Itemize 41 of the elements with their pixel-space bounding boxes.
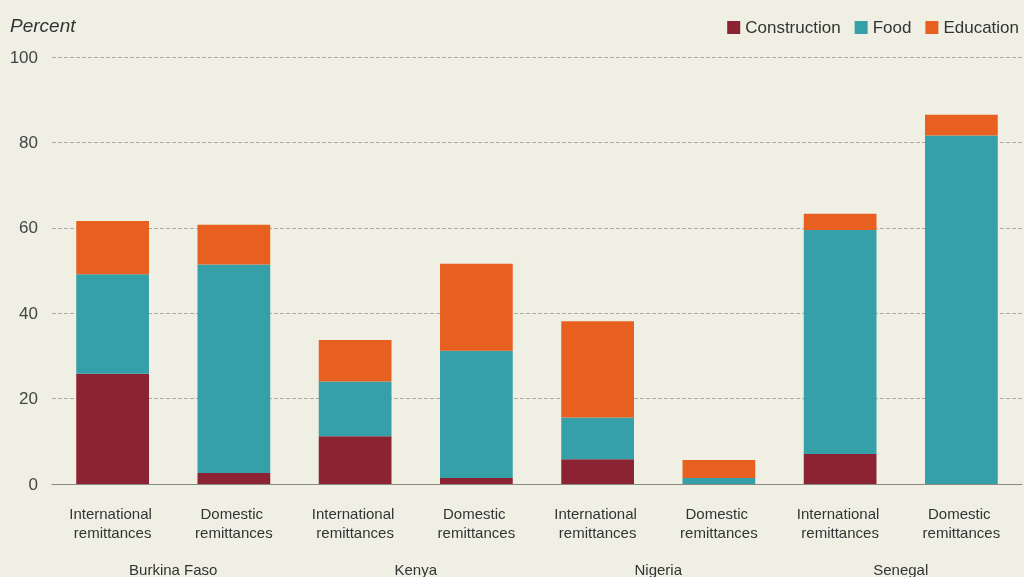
legend-label: Construction xyxy=(745,18,841,37)
bar xyxy=(561,459,634,484)
bar xyxy=(76,274,149,374)
bar xyxy=(561,417,634,460)
x-tick-label: Domestic remittances xyxy=(195,505,273,541)
bar xyxy=(561,321,634,418)
y-axis-title: Percent xyxy=(10,15,77,36)
legend-label: Food xyxy=(872,18,912,37)
text: Burkina Faso xyxy=(129,561,218,577)
x-tick-label: Domestic remittances xyxy=(922,505,1001,541)
bar xyxy=(925,114,998,136)
bar xyxy=(925,135,998,484)
bar xyxy=(803,454,877,484)
y-tick-label: 80 xyxy=(19,132,38,152)
y-tick-label: 0 xyxy=(28,474,38,494)
x-tick-label: International remittances xyxy=(69,505,156,541)
x-tick-label: Domestic remittances xyxy=(680,505,758,541)
x-tick-label: International remittances xyxy=(554,505,641,541)
bar xyxy=(803,213,877,230)
y-tick-label: 20 xyxy=(19,389,38,409)
x-tick-label: Domestic remittances xyxy=(437,505,516,541)
bar xyxy=(440,350,513,479)
legend-label: Education xyxy=(943,18,1020,37)
bar xyxy=(803,229,877,455)
x-tick-label: International remittances xyxy=(311,505,399,541)
x-tick-label: International remittances xyxy=(796,505,884,541)
bar xyxy=(440,263,513,351)
bar xyxy=(318,340,392,382)
bar xyxy=(682,478,756,484)
y-tick-label: 60 xyxy=(19,218,38,238)
bar xyxy=(197,472,271,484)
bar xyxy=(197,224,271,265)
bar xyxy=(197,264,271,473)
bar xyxy=(76,373,149,484)
y-tick-label: 40 xyxy=(19,303,38,323)
bar xyxy=(318,381,392,437)
bar xyxy=(318,436,392,484)
y-tick-label: 100 xyxy=(9,47,38,67)
bar xyxy=(682,460,756,479)
bar xyxy=(440,478,513,484)
bar xyxy=(76,220,149,275)
